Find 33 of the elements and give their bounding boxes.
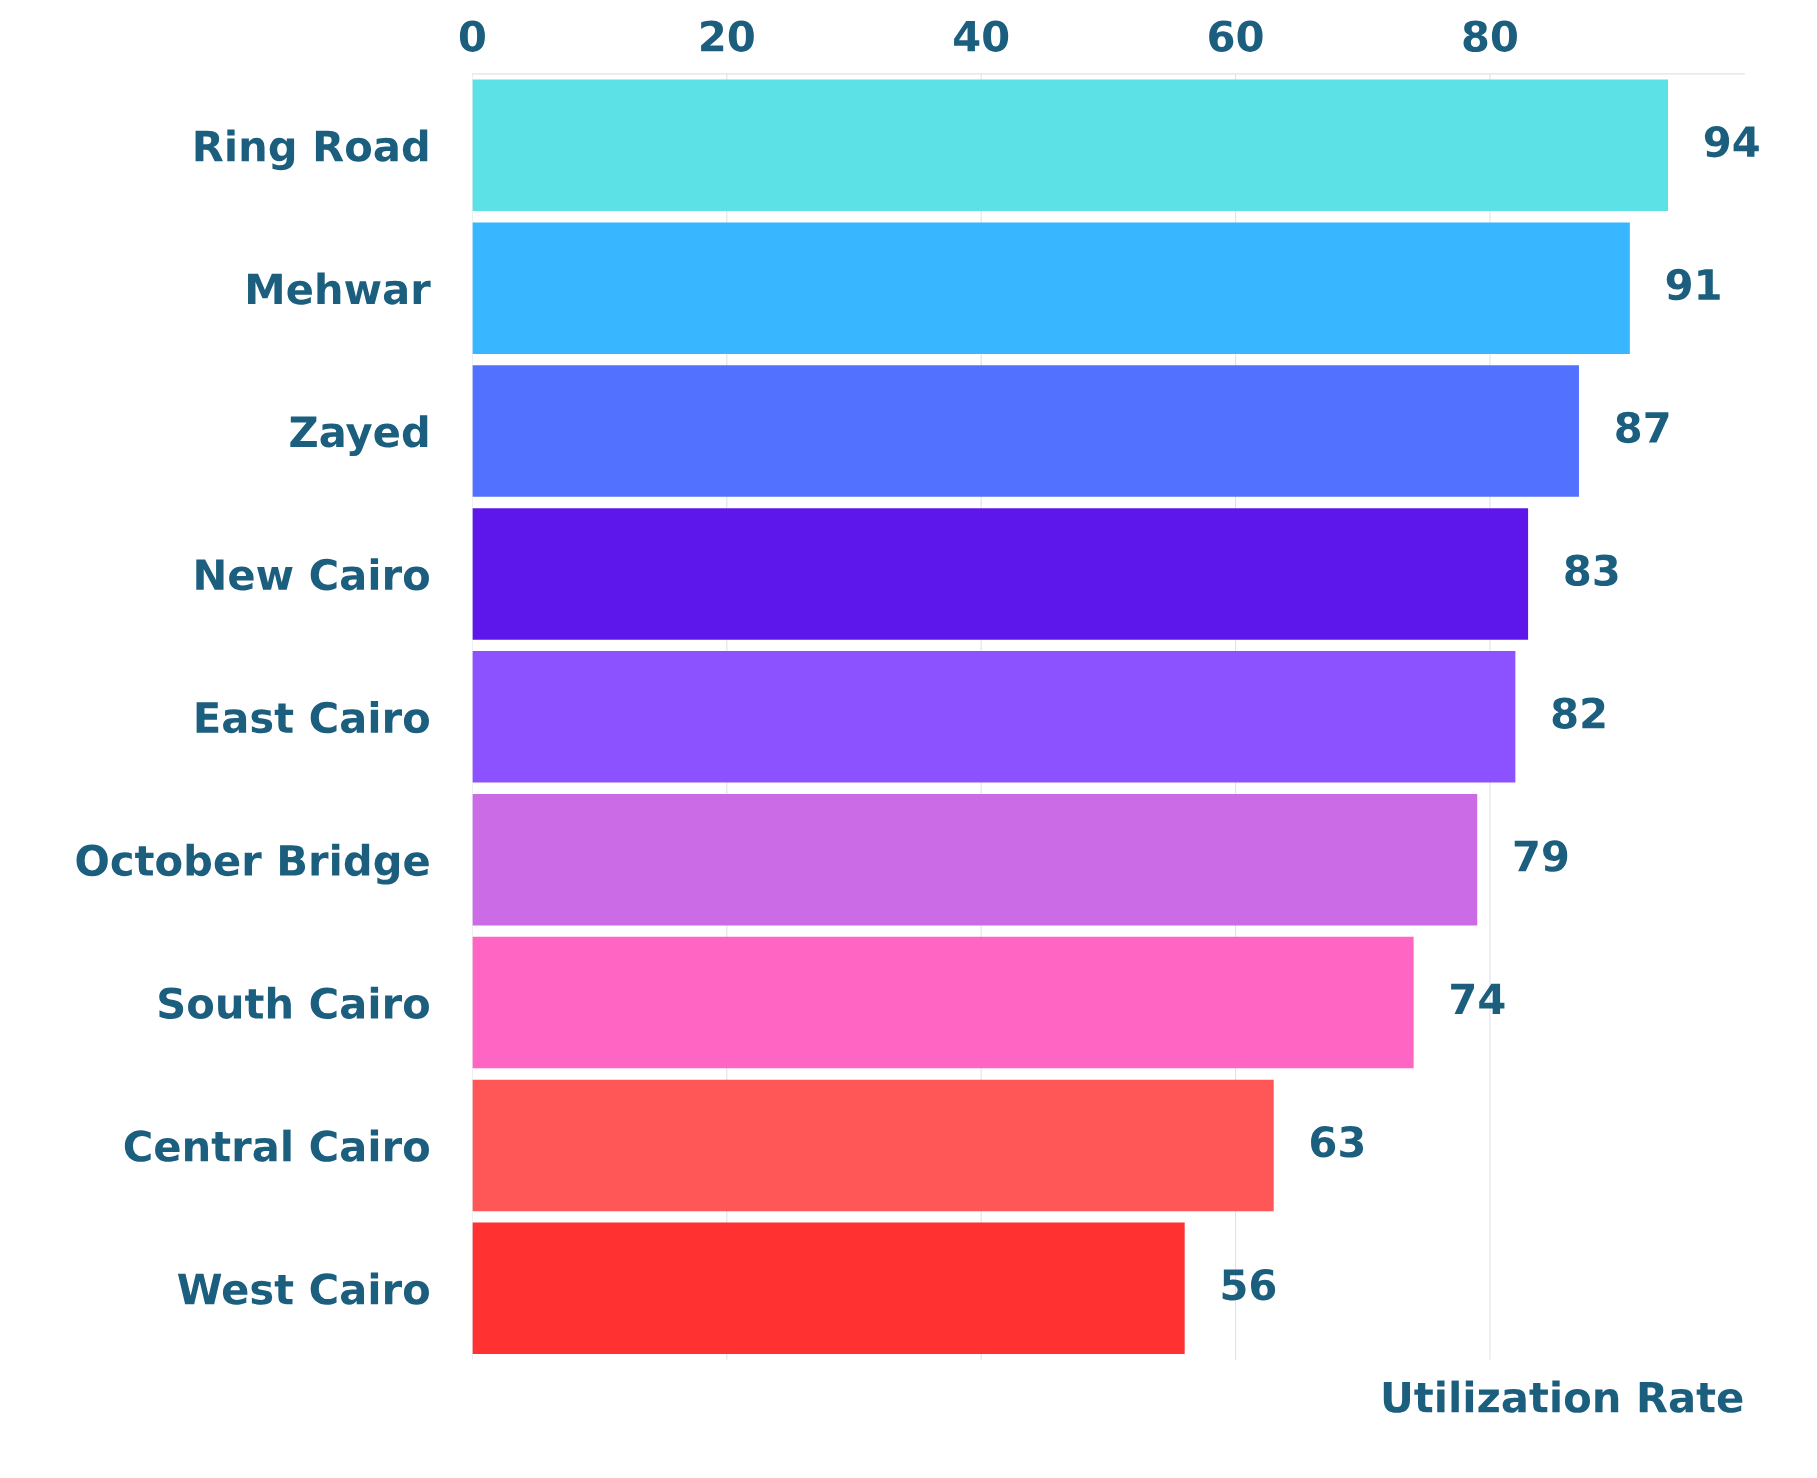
x-tick-label: 20 [701, 20, 754, 52]
y-tick-label: East Cairo [196, 701, 429, 734]
y-tick-label: West Cairo [177, 1272, 429, 1305]
x-tick-label: 0 [459, 20, 485, 52]
bar [472, 508, 1529, 640]
x-axis-title: Utilization Rate [1383, 1380, 1743, 1413]
data-label: 82 [1552, 697, 1605, 729]
data-label: 74 [1451, 983, 1505, 1015]
data-label: 91 [1666, 268, 1720, 301]
y-tick-label: Zayed [290, 415, 428, 456]
y-tick-label: Central Cairo [124, 1129, 429, 1162]
bar [472, 793, 1478, 926]
data-label: 94 [1704, 125, 1759, 158]
y-tick-label: Ring Road [195, 129, 428, 171]
x-tick-label: 60 [1209, 20, 1263, 52]
bar [472, 1222, 1185, 1355]
data-label: 63 [1311, 1126, 1364, 1158]
data-label: 87 [1616, 411, 1669, 444]
data-label: 83 [1565, 554, 1618, 587]
y-tick-label: South Cairo [159, 986, 429, 1019]
bar [472, 651, 1516, 783]
x-tick-label: 80 [1463, 20, 1517, 52]
x-tick-label: 40 [954, 20, 1009, 52]
bar [472, 1079, 1274, 1212]
bar [472, 79, 1669, 212]
y-tick-label: Mehwar [248, 272, 431, 305]
data-label: 56 [1222, 1268, 1276, 1301]
data-label: 79 [1514, 840, 1568, 872]
y-tick-label: New Cairo [196, 558, 429, 591]
bar [472, 936, 1414, 1069]
bar [472, 365, 1579, 497]
bar [472, 222, 1630, 354]
y-tick-label: October Bridge [76, 843, 429, 885]
